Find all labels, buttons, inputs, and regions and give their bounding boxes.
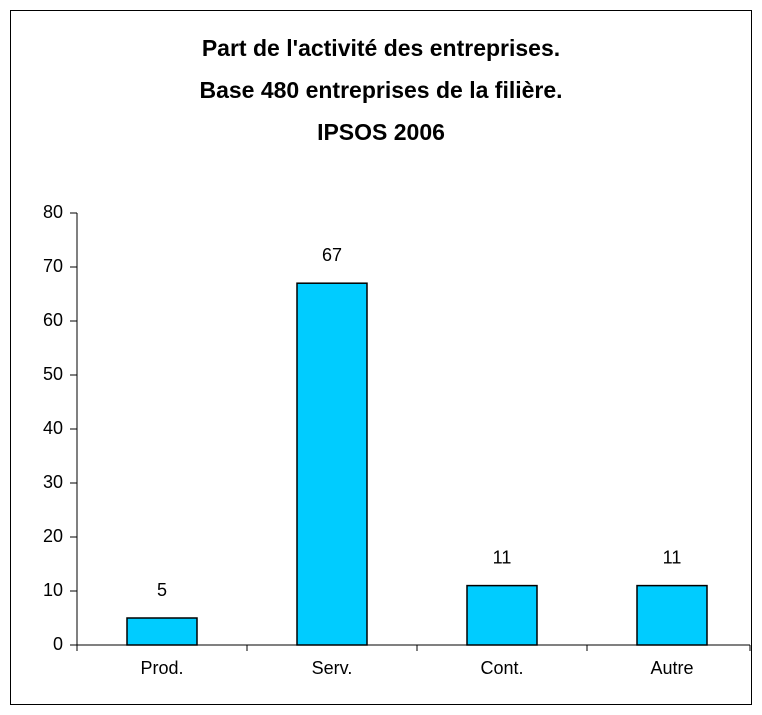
y-tick-label: 70 bbox=[43, 256, 63, 276]
y-tick-label: 40 bbox=[43, 418, 63, 438]
y-tick-label: 0 bbox=[53, 634, 63, 654]
chart-title: Part de l'activité des entreprises. bbox=[202, 35, 560, 61]
chart-border bbox=[10, 10, 752, 705]
data-label: 5 bbox=[157, 580, 167, 600]
chart-title: Base 480 entreprises de la filière. bbox=[199, 77, 562, 103]
x-tick-label: Prod. bbox=[140, 658, 183, 678]
data-label: 67 bbox=[322, 245, 342, 265]
y-tick-label: 80 bbox=[43, 202, 63, 222]
bar bbox=[296, 282, 368, 646]
y-tick-label: 10 bbox=[43, 580, 63, 600]
data-label: 11 bbox=[493, 547, 512, 567]
x-tick-label: Serv. bbox=[312, 658, 353, 678]
chart-title: IPSOS 2006 bbox=[317, 119, 445, 145]
y-tick-label: 60 bbox=[43, 310, 63, 330]
bar bbox=[126, 617, 198, 646]
bar bbox=[466, 584, 538, 646]
data-label: 11 bbox=[663, 547, 682, 567]
x-tick-label: Cont. bbox=[480, 658, 523, 678]
y-tick-label: 50 bbox=[43, 364, 63, 384]
bar bbox=[636, 584, 708, 646]
y-tick-label: 20 bbox=[43, 526, 63, 546]
y-tick-label: 30 bbox=[43, 472, 63, 492]
x-tick-label: Autre bbox=[650, 658, 693, 678]
